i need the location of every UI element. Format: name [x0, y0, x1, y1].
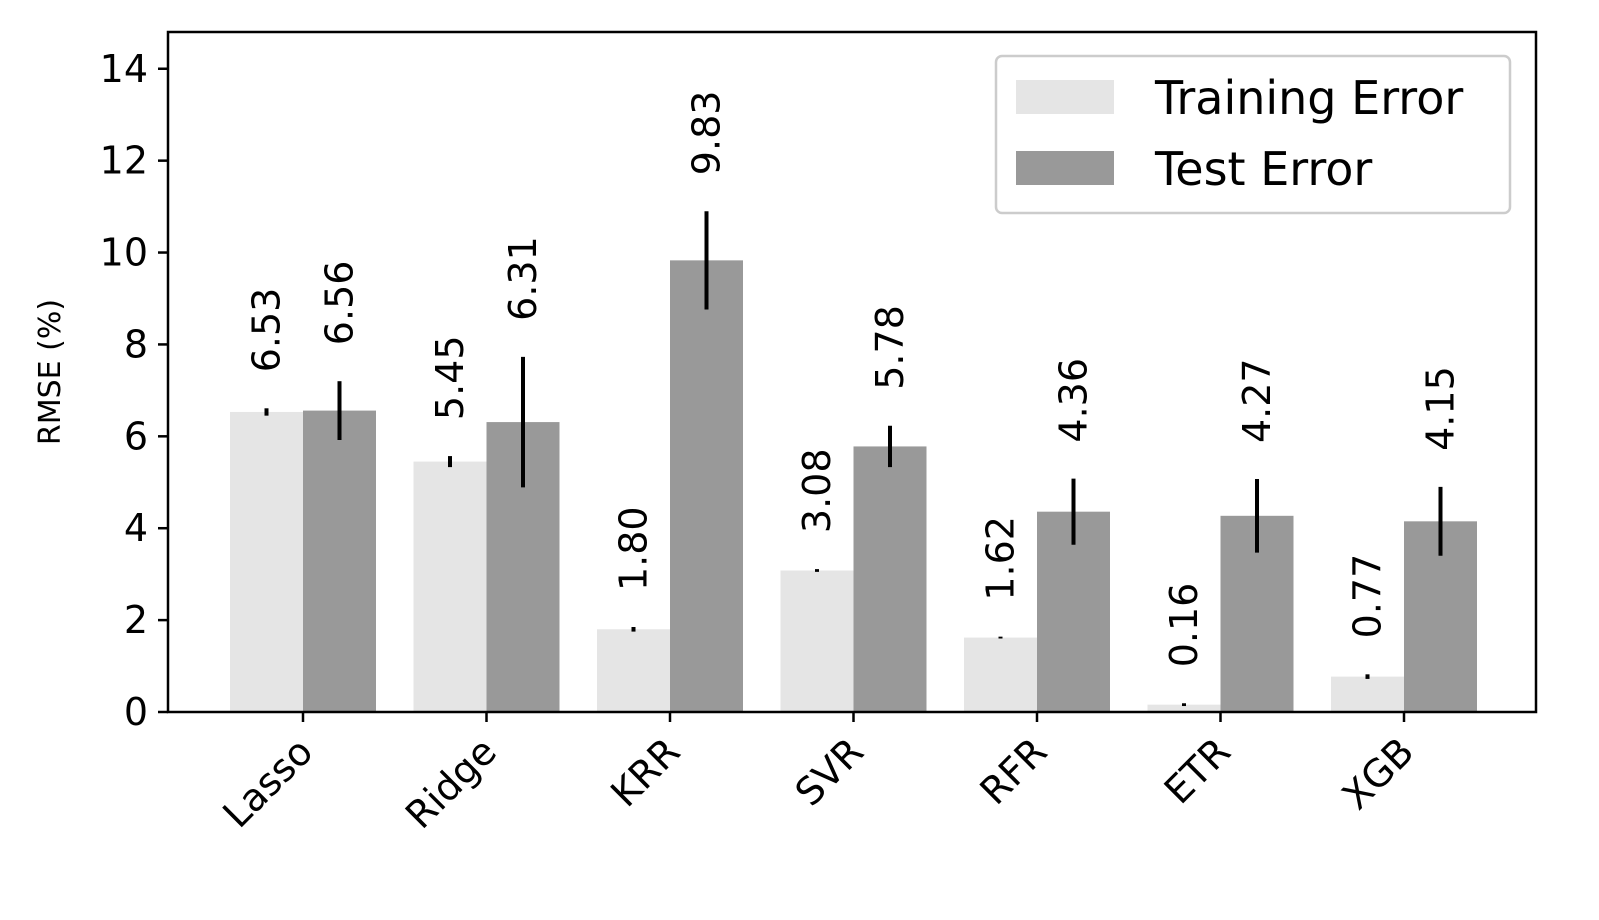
test-error-bar-rfr: [1037, 511, 1110, 712]
test-error-bar-krr: [670, 260, 743, 712]
y-tick-label: 6: [124, 414, 148, 458]
legend-swatch-test-error: [1016, 151, 1114, 185]
y-tick-label: 0: [124, 690, 148, 734]
y-tick-label: 14: [100, 47, 148, 91]
training-error-value-label-etr: 0.16: [1162, 583, 1206, 668]
test-error-value-label-xgb: 4.15: [1419, 366, 1463, 451]
legend-swatch-training-error: [1016, 80, 1114, 114]
training-error-value-label-xgb: 0.77: [1346, 554, 1390, 639]
y-tick-label: 10: [100, 231, 148, 275]
x-tick-label-ridge: Ridge: [397, 729, 505, 837]
y-axis-title: RMSE (%): [33, 299, 68, 445]
legend: Training Error Test Error: [994, 54, 1512, 215]
y-axis: 0 2 4 6 8 10 12 14: [100, 47, 168, 734]
test-error-bar-lasso: [303, 410, 376, 712]
x-axis: Lasso Ridge KRR SVR RFR ETR XGB: [214, 712, 1422, 837]
x-tick-label-etr: ETR: [1156, 729, 1239, 812]
y-tick-label: 12: [100, 139, 148, 183]
test-error-value-label-rfr: 4.36: [1052, 358, 1096, 443]
legend-box: [994, 54, 1512, 215]
y-tick-label: 8: [124, 322, 148, 366]
training-error-bar-ridge: [413, 461, 487, 712]
training-error-bar-svr: [780, 570, 854, 712]
training-error-bar-lasso: [230, 411, 303, 712]
training-error-value-label-lasso: 6.53: [245, 288, 289, 373]
plot-frame: [166, 30, 1538, 714]
training-error-bar-rfr: [964, 637, 1037, 712]
training-error-bar-krr: [597, 629, 670, 712]
error-bars-layer: [264, 211, 1443, 707]
x-tick-label-xgb: XGB: [1334, 729, 1423, 818]
test-error-value-label-svr: 5.78: [868, 305, 912, 390]
bars-layer: [230, 260, 1477, 712]
x-tick-label-krr: KRR: [602, 729, 688, 815]
training-error-bar-etr: [1147, 704, 1221, 712]
x-tick-label-svr: SVR: [787, 729, 872, 814]
y-tick-label: 2: [124, 598, 148, 642]
training-error-value-label-rfr: 1.62: [979, 516, 1023, 601]
x-tick-label-rfr: RFR: [971, 729, 1055, 813]
training-error-value-label-svr: 3.08: [795, 448, 839, 533]
legend-label-test-error: Test Error: [1154, 142, 1372, 196]
test-error-value-label-ridge: 6.31: [501, 236, 545, 321]
x-tick-label-lasso: Lasso: [214, 729, 321, 836]
training-error-value-label-krr: 1.80: [612, 506, 656, 591]
test-error-value-label-etr: 4.27: [1235, 358, 1279, 443]
test-error-value-label-krr: 9.83: [685, 91, 729, 176]
legend-label-training-error: Training Error: [1154, 71, 1463, 125]
data-labels-layer: 6.53 5.45 1.80 3.08 1.62 0.16 0.77 6.56 6.31 9.83…: [245, 91, 1463, 668]
test-error-bar-svr: [853, 446, 927, 712]
y-tick-label: 4: [124, 506, 148, 550]
test-error-value-label-lasso: 6.56: [318, 261, 362, 346]
training-error-value-label-ridge: 5.45: [428, 335, 472, 420]
training-error-bar-xgb: [1331, 676, 1404, 712]
